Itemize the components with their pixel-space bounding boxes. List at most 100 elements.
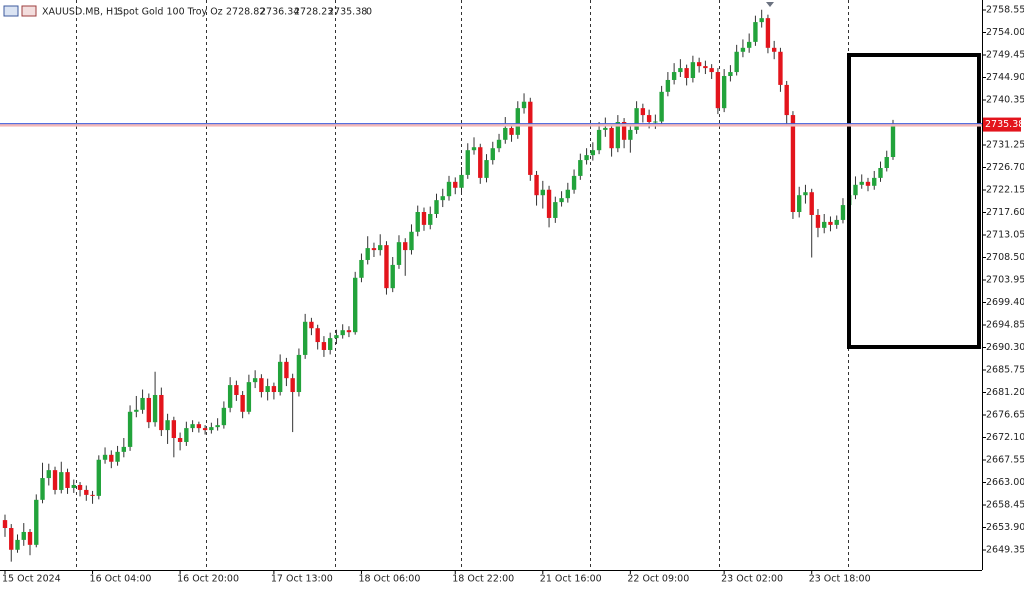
candle-body (59, 472, 64, 490)
annotation-box[interactable] (847, 53, 981, 349)
candle-body (52, 470, 58, 490)
candle-body (684, 68, 689, 78)
candle-body (603, 127, 608, 130)
y-tick-label: 2703.95 (986, 275, 1024, 286)
candle-body (290, 378, 295, 393)
candle-body (96, 459, 101, 496)
candle-body (865, 181, 871, 186)
x-tick-label: 21 Oct 16:00 (540, 574, 602, 585)
y-tick-label: 2708.50 (986, 252, 1024, 263)
candle-body (340, 330, 345, 336)
candle-body (396, 242, 402, 265)
candle-body (734, 51, 739, 73)
y-tick-label: 2744.90 (986, 72, 1024, 83)
y-tick-label: 2722.15 (986, 185, 1024, 196)
candle-body (196, 424, 202, 429)
candle-body (609, 127, 614, 149)
candle-body (390, 264, 395, 289)
plot (2, 9, 896, 562)
candle-body (596, 129, 602, 151)
candle-body (465, 150, 470, 175)
candle-body (27, 531, 33, 545)
candle-body (878, 167, 883, 178)
candle-body (215, 425, 220, 428)
candle-body (771, 47, 777, 52)
candle-body (784, 84, 789, 116)
candle-body (265, 386, 270, 393)
icon (21, 5, 37, 17)
y-tick-label: 2731.25 (986, 139, 1024, 150)
icon (3, 5, 19, 17)
candle-body (778, 51, 783, 85)
candle-body (21, 531, 26, 540)
candle-body (102, 454, 108, 460)
candle-body (246, 382, 252, 412)
candle-body (353, 277, 358, 333)
header: XAUUSD.MB, H1: Spot Gold 100 Troy Oz 272… (3, 5, 372, 18)
candle-body (146, 397, 152, 423)
y-tick-label: 2658.45 (986, 500, 1024, 511)
ohlc-close: 2735.38 (328, 7, 367, 18)
candle-body (553, 202, 558, 218)
candle-body (221, 407, 227, 426)
ohlc-high: 2736.34 (260, 7, 299, 18)
x-tick-label: 23 Oct 18:00 (809, 574, 871, 585)
candle-body (615, 122, 621, 149)
ohlc-open: 2728.82 (226, 7, 265, 18)
candle-body (2, 520, 8, 529)
candle-body (634, 108, 639, 130)
candle-body (872, 177, 877, 186)
candle-body (227, 385, 233, 408)
candle-body (696, 62, 702, 67)
candle-body (159, 394, 164, 431)
marker (766, 2, 774, 7)
description: Spot Gold 100 Troy Oz (117, 7, 223, 18)
candle-body (315, 328, 320, 343)
candle-body (503, 127, 508, 140)
candle-body (671, 72, 677, 80)
candle-body (177, 438, 183, 442)
candle-body (853, 184, 858, 196)
candle-body (428, 213, 433, 225)
y-tick-label: 2740.35 (986, 94, 1024, 105)
candle-body (628, 129, 633, 140)
candle-body (77, 484, 83, 490)
candle-body (202, 428, 208, 431)
candle-body (571, 175, 577, 190)
candle-body (459, 174, 464, 188)
info-value: 0 (366, 7, 372, 18)
candle-body (803, 192, 808, 196)
candle-body (528, 101, 533, 175)
candle-body (346, 330, 352, 333)
y-tick-label: 2717.60 (986, 207, 1024, 218)
candle-body (509, 127, 514, 135)
y-tick-label: 2685.75 (986, 365, 1024, 376)
price-label: 2735.38 (985, 119, 1024, 130)
candle-body (259, 378, 264, 393)
price-label-bg (983, 117, 1021, 132)
y-tick-label: 2726.70 (986, 162, 1024, 173)
candle-body (453, 181, 458, 188)
candle-body (296, 354, 302, 393)
candle-body (334, 335, 339, 339)
candle-body (359, 259, 364, 278)
candle-body (15, 539, 20, 550)
candle-body (515, 108, 520, 135)
candle-body (90, 494, 95, 496)
candle-body (653, 121, 658, 123)
x-tick-label: 16 Oct 20:00 (177, 574, 239, 585)
candle-body (65, 472, 70, 488)
candle-body (371, 248, 377, 251)
candle-body (9, 528, 14, 550)
candle-body (590, 150, 596, 156)
y-tick-label: 2690.30 (986, 342, 1024, 353)
candle-body (365, 248, 370, 260)
candle-body (378, 245, 383, 251)
candle-body (840, 205, 846, 220)
candle-body (471, 147, 477, 151)
candle-body (765, 18, 771, 48)
candle-body (678, 68, 683, 73)
y-tick-label: 2699.40 (986, 297, 1024, 308)
candle-body (421, 212, 427, 225)
candle-body (578, 160, 583, 176)
